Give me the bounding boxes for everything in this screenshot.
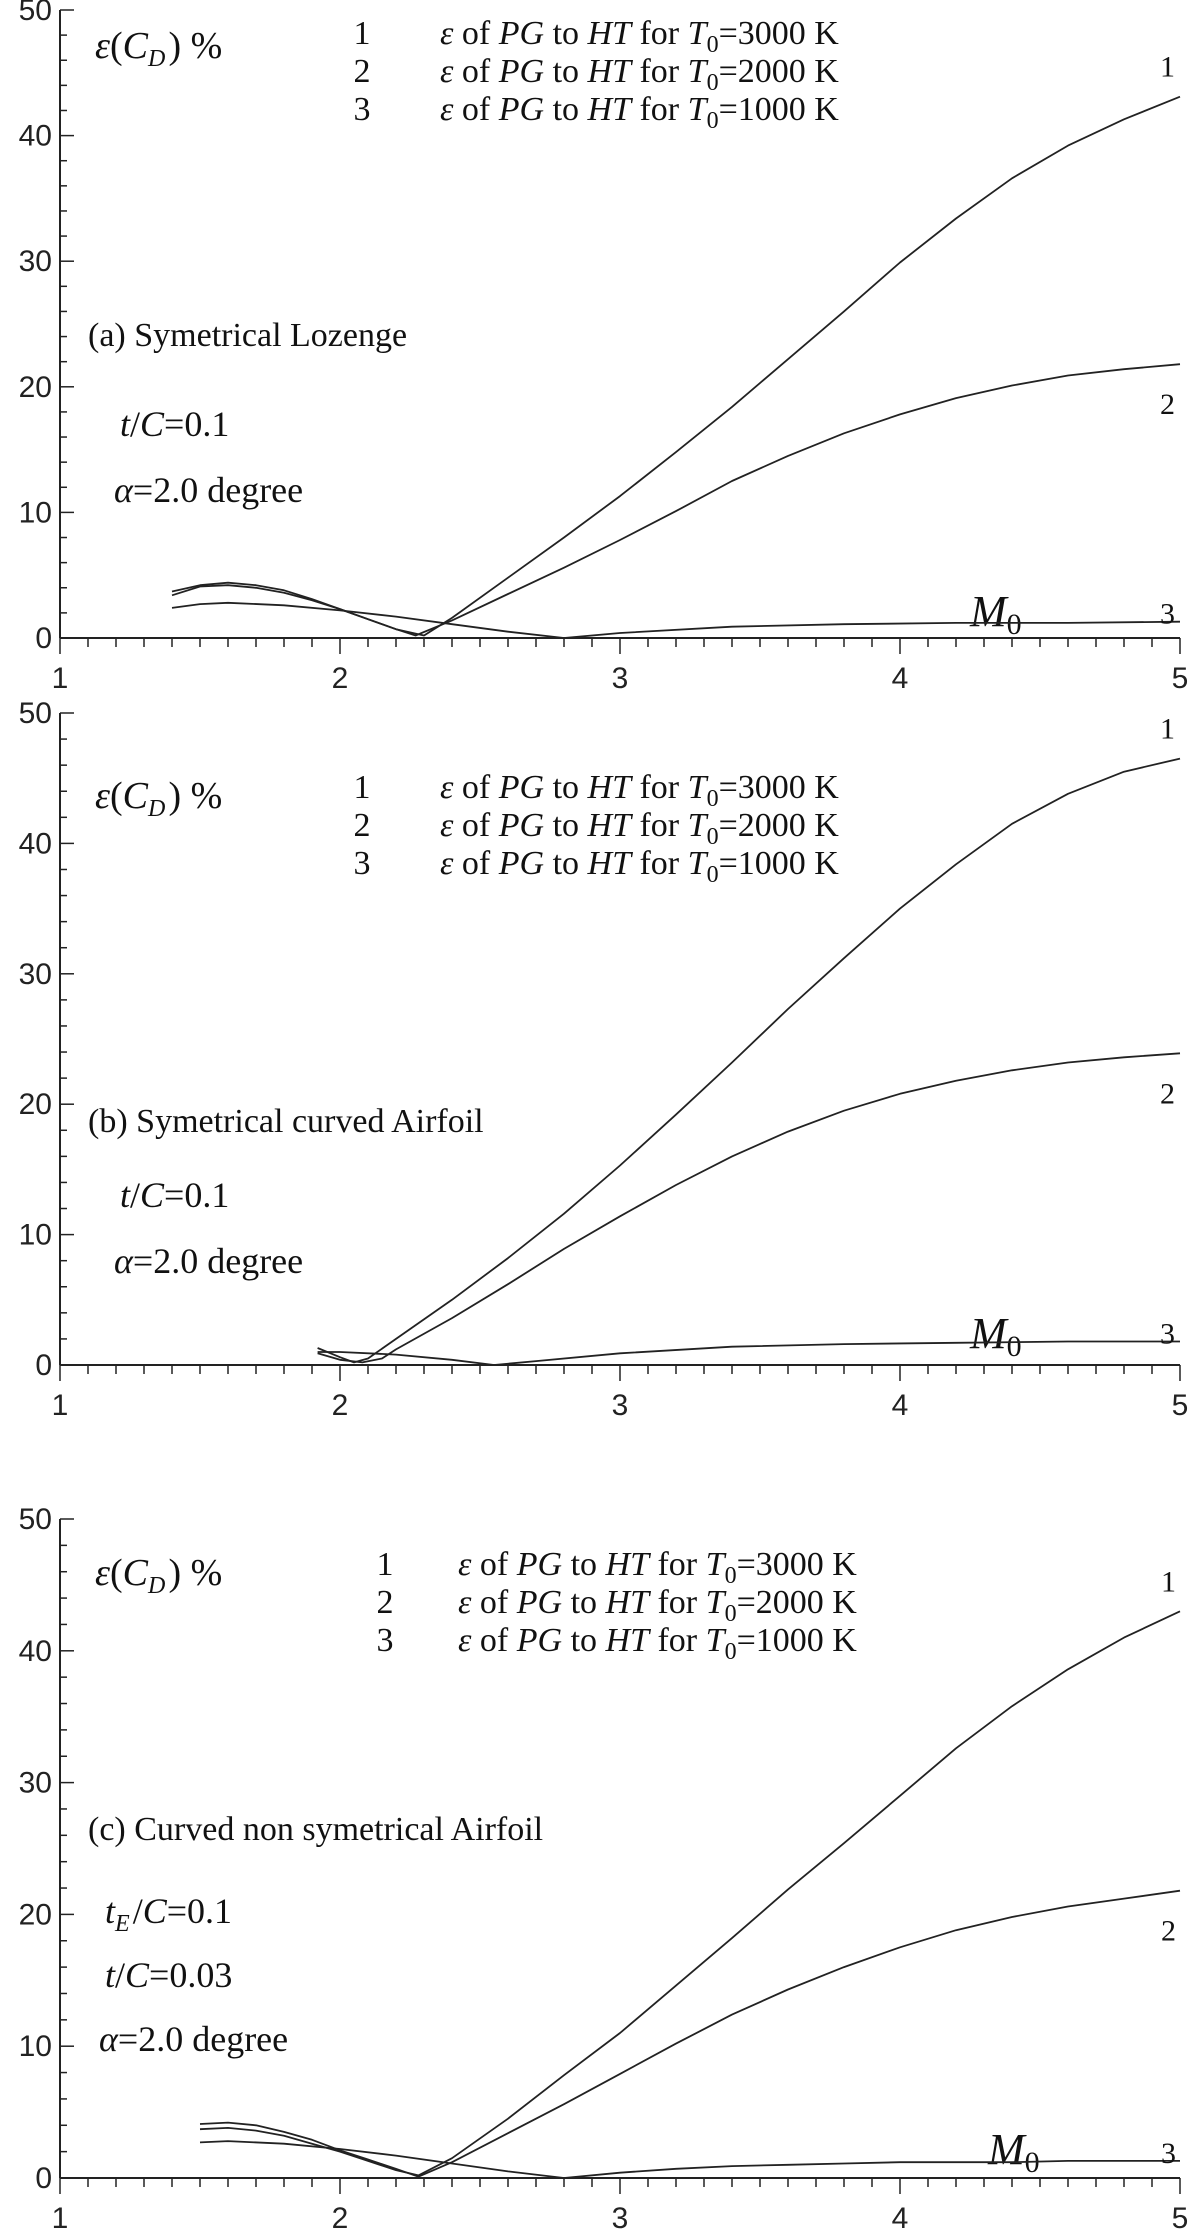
legend-number: 1: [354, 769, 371, 806]
x-tick-label: 4: [892, 662, 909, 695]
panel-title: (c) Curved non symetrical Airfoil: [88, 1811, 543, 1848]
x-tick-label: 4: [892, 2202, 909, 2235]
x-axis-label: M0: [969, 587, 1022, 641]
series-end-label: 1: [1160, 713, 1175, 746]
param-annotation: t/C=0.1: [120, 1175, 229, 1215]
legend-number: 1: [354, 15, 371, 52]
x-tick-label: 2: [332, 2202, 349, 2235]
legend-number: 2: [354, 807, 371, 844]
panel-title: (b) Symetrical curved Airfoil: [88, 1103, 484, 1140]
x-tick-label: 3: [612, 662, 629, 695]
y-tick-label: 50: [19, 0, 52, 27]
series-line-2: [171, 363, 1181, 637]
legend-entry: ε of PG to HT for T0=3000 K: [458, 1546, 857, 1589]
legend-number: 3: [354, 91, 371, 128]
y-axis-label: ε(CD ) %: [95, 1552, 222, 1599]
param-annotation: α=2.0 degree: [99, 2019, 288, 2059]
x-tick-label: 1: [52, 1389, 69, 1422]
y-tick-label: 40: [19, 1635, 52, 1668]
x-tick-label: 3: [612, 2202, 629, 2235]
param-annotation: tE /C=0.1: [105, 1891, 232, 1937]
x-tick-label: 5: [1172, 662, 1189, 695]
param-annotation: t/C=0.1: [120, 404, 229, 444]
y-tick-label: 0: [35, 622, 52, 655]
y-tick-label: 0: [35, 1349, 52, 1382]
y-tick-label: 20: [19, 371, 52, 404]
legend-number: 3: [377, 1622, 394, 1659]
series-line-1: [317, 757, 1181, 1364]
legend-entry: ε of PG to HT for T0=2000 K: [458, 1584, 857, 1627]
y-tick-label: 0: [35, 2162, 52, 2195]
param-annotation: α=2.0 degree: [114, 1241, 303, 1281]
series-line-3: [199, 2140, 1180, 2179]
series-end-label: 2: [1160, 388, 1175, 421]
x-axis-label: M0: [987, 2125, 1040, 2179]
series-line-3: [317, 1340, 1180, 1366]
series-end-label: 1: [1161, 1565, 1176, 1598]
legend-entry: ε of PG to HT for T0=1000 K: [458, 1622, 857, 1665]
y-tick-label: 40: [19, 827, 52, 860]
series-end-label: 2: [1160, 1077, 1175, 1110]
y-axis-label: ε(CD ) %: [95, 25, 222, 72]
legend-entry: ε of PG to HT for T0=1000 K: [440, 845, 839, 888]
series-end-label: 3: [1160, 598, 1175, 631]
legend-entry: ε of PG to HT for T0=2000 K: [440, 807, 839, 850]
x-tick-label: 4: [892, 1389, 909, 1422]
series-end-label: 3: [1160, 1318, 1175, 1351]
y-tick-label: 20: [19, 1898, 52, 1931]
series-line-1: [199, 1610, 1181, 2177]
legend-number: 2: [354, 53, 371, 90]
y-axis-label: ε(CD ) %: [95, 775, 222, 822]
series-line-1: [171, 95, 1181, 637]
y-tick-label: 10: [19, 496, 52, 529]
y-tick-label: 30: [19, 1767, 52, 1800]
legend-entry: ε of PG to HT for T0=3000 K: [440, 769, 839, 812]
series-line-2: [199, 1889, 1181, 2178]
series-line-3: [171, 601, 1181, 639]
legend-number: 3: [354, 845, 371, 882]
y-tick-label: 20: [19, 1088, 52, 1121]
series-end-label: 2: [1161, 1915, 1176, 1948]
series-line-2: [317, 1052, 1181, 1364]
y-tick-label: 50: [19, 1503, 52, 1536]
param-annotation: α=2.0 degree: [114, 470, 303, 510]
y-tick-label: 30: [19, 245, 52, 278]
legend-entry: ε of PG to HT for T0=2000 K: [440, 53, 839, 96]
series-end-label: 3: [1161, 2137, 1176, 2170]
x-tick-label: 5: [1172, 1389, 1189, 1422]
x-axis-label: M0: [969, 1309, 1022, 1363]
y-tick-label: 10: [19, 2030, 52, 2063]
x-tick-label: 2: [332, 1389, 349, 1422]
y-tick-label: 10: [19, 1219, 52, 1252]
x-tick-label: 1: [52, 662, 69, 695]
y-tick-label: 50: [19, 697, 52, 730]
x-tick-label: 1: [52, 2202, 69, 2235]
x-tick-label: 5: [1172, 2202, 1189, 2235]
legend-entry: ε of PG to HT for T0=3000 K: [440, 15, 839, 58]
legend-entry: ε of PG to HT for T0=1000 K: [440, 91, 839, 134]
y-tick-label: 40: [19, 120, 52, 153]
x-tick-label: 2: [332, 662, 349, 695]
panel-title: (a) Symetrical Lozenge: [88, 317, 407, 354]
x-tick-label: 3: [612, 1389, 629, 1422]
y-tick-label: 30: [19, 958, 52, 991]
param-annotation: t/C=0.03: [105, 1955, 232, 1995]
legend-number: 2: [377, 1584, 394, 1621]
legend-number: 1: [377, 1546, 394, 1583]
series-end-label: 1: [1160, 51, 1175, 84]
